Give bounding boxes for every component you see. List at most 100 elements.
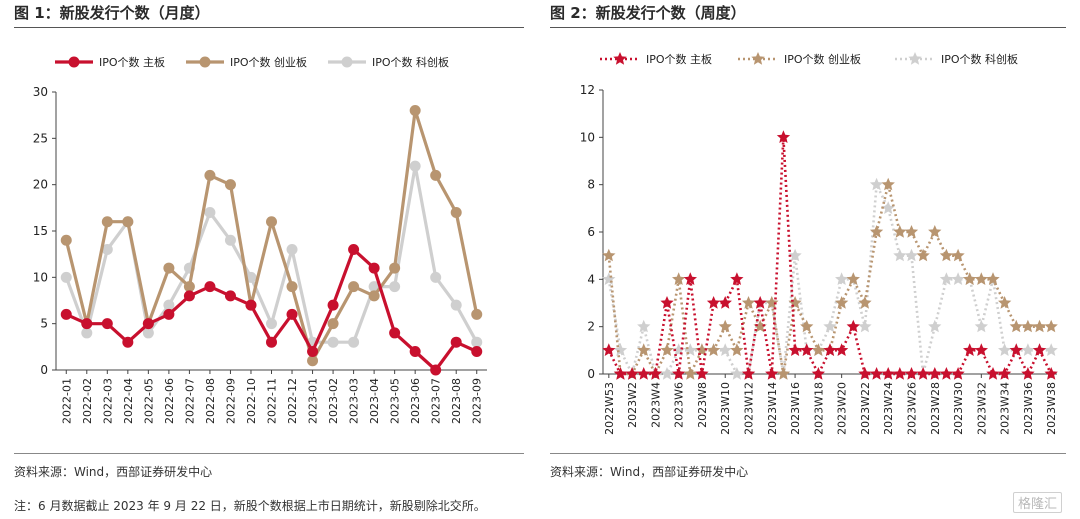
legend-label: IPO个数 科创板 — [372, 55, 449, 69]
data-point-star — [683, 343, 697, 356]
x-tick-label: 2023W10 — [719, 382, 732, 435]
data-point-star — [730, 343, 744, 356]
data-point-star — [660, 296, 674, 309]
data-point-star — [963, 272, 977, 285]
figure2-title: 图 2：新股发行个数（周度） — [550, 4, 746, 22]
x-tick-label: 2023-02 — [327, 378, 340, 424]
data-point-star — [939, 272, 954, 285]
data-point — [101, 244, 113, 256]
data-point — [163, 308, 175, 320]
y-tick-label: 25 — [33, 131, 48, 145]
legend-marker — [199, 56, 211, 68]
data-point-star — [939, 248, 954, 262]
data-point-star — [625, 367, 639, 380]
data-point — [409, 345, 421, 357]
data-point-star — [683, 272, 697, 285]
data-point-star — [1021, 343, 1035, 356]
x-tick-label: 2023-01 — [307, 378, 320, 424]
data-point-star — [858, 367, 872, 380]
data-point-star — [811, 367, 825, 380]
data-point-star — [1009, 343, 1023, 356]
x-tick-label: 2023W28 — [929, 382, 942, 435]
data-point — [409, 160, 421, 172]
data-point-star — [672, 272, 686, 285]
data-point-star — [928, 225, 942, 238]
data-point — [142, 327, 154, 339]
data-point — [60, 271, 72, 283]
x-tick-label: 2022-09 — [225, 378, 238, 424]
data-point — [389, 327, 401, 339]
data-point-star — [998, 296, 1012, 309]
data-point — [224, 290, 236, 302]
legend-label: IPO个数 创业板 — [784, 52, 861, 66]
data-point-star — [695, 343, 709, 356]
data-point-star — [811, 343, 825, 356]
x-tick-label: 2022-10 — [245, 378, 258, 424]
x-tick-label: 2023W38 — [1045, 382, 1058, 435]
data-point — [348, 336, 360, 348]
data-point — [204, 169, 216, 181]
y-tick-label: 5 — [40, 317, 48, 331]
y-tick-label: 0 — [40, 363, 48, 377]
data-point-star — [706, 343, 721, 356]
data-point-star — [986, 272, 1000, 285]
data-point — [409, 105, 421, 117]
data-point — [266, 318, 277, 330]
data-point-star — [835, 296, 849, 309]
data-point-star — [974, 343, 988, 356]
data-point — [204, 281, 216, 293]
legend-label: IPO个数 主板 — [99, 55, 165, 69]
data-point-star — [730, 367, 744, 380]
data-point — [471, 308, 483, 320]
figure2-source: 资料来源：Wind，西部证券研发中心 — [550, 465, 749, 479]
data-point-star — [951, 272, 965, 285]
data-point-star — [637, 319, 651, 333]
data-point — [163, 299, 175, 311]
data-point-star — [869, 225, 884, 238]
data-point-star — [753, 296, 767, 309]
x-tick-label: 2022W53 — [603, 382, 616, 435]
data-point-star — [893, 367, 907, 380]
x-tick-label: 2022-11 — [266, 378, 279, 424]
data-point — [60, 234, 72, 246]
data-point-star — [637, 367, 651, 380]
data-point-star — [765, 367, 779, 380]
data-point-star — [648, 367, 662, 380]
x-tick-label: 2023-09 — [471, 378, 484, 424]
data-point-star — [1021, 367, 1035, 380]
data-point-star — [683, 367, 697, 380]
data-point-star — [660, 367, 674, 380]
data-point-star — [893, 248, 907, 262]
y-tick-label: 8 — [587, 178, 595, 192]
x-tick-label: 2022-05 — [142, 378, 155, 424]
data-point — [183, 290, 195, 302]
data-point-star — [986, 367, 1000, 380]
legend-label: IPO个数 科创板 — [941, 52, 1018, 66]
data-point — [307, 355, 319, 367]
data-point — [286, 281, 298, 293]
data-point-star — [602, 272, 616, 285]
data-point-star — [846, 272, 860, 285]
data-point-star — [823, 343, 837, 356]
data-point — [389, 262, 401, 274]
x-tick-label: 2023-06 — [409, 378, 422, 424]
data-point — [389, 281, 401, 293]
data-point-star — [916, 367, 930, 380]
x-tick-label: 2023W22 — [859, 382, 872, 435]
data-point-star — [998, 367, 1012, 380]
data-point-star — [1021, 319, 1035, 333]
x-tick-label: 2023W32 — [975, 382, 988, 435]
data-point-star — [602, 343, 616, 356]
data-point-star — [1032, 319, 1047, 333]
data-point — [450, 336, 462, 348]
data-point-star — [835, 272, 849, 285]
weekly-ipo-chart: 0 2 4 6 8 10 12 2022W53 2023W2 2023W4 2023W6 2023W8… — [580, 52, 1058, 435]
data-point — [266, 216, 277, 228]
x-tick-label: 2023W16 — [789, 382, 802, 435]
x-tick-label: 2023-05 — [389, 378, 402, 424]
data-point — [307, 345, 319, 357]
data-point — [204, 206, 216, 218]
x-tick-label: 2023W34 — [999, 382, 1012, 435]
x-tick-label: 2022-07 — [183, 378, 196, 424]
data-point-star — [963, 343, 977, 356]
